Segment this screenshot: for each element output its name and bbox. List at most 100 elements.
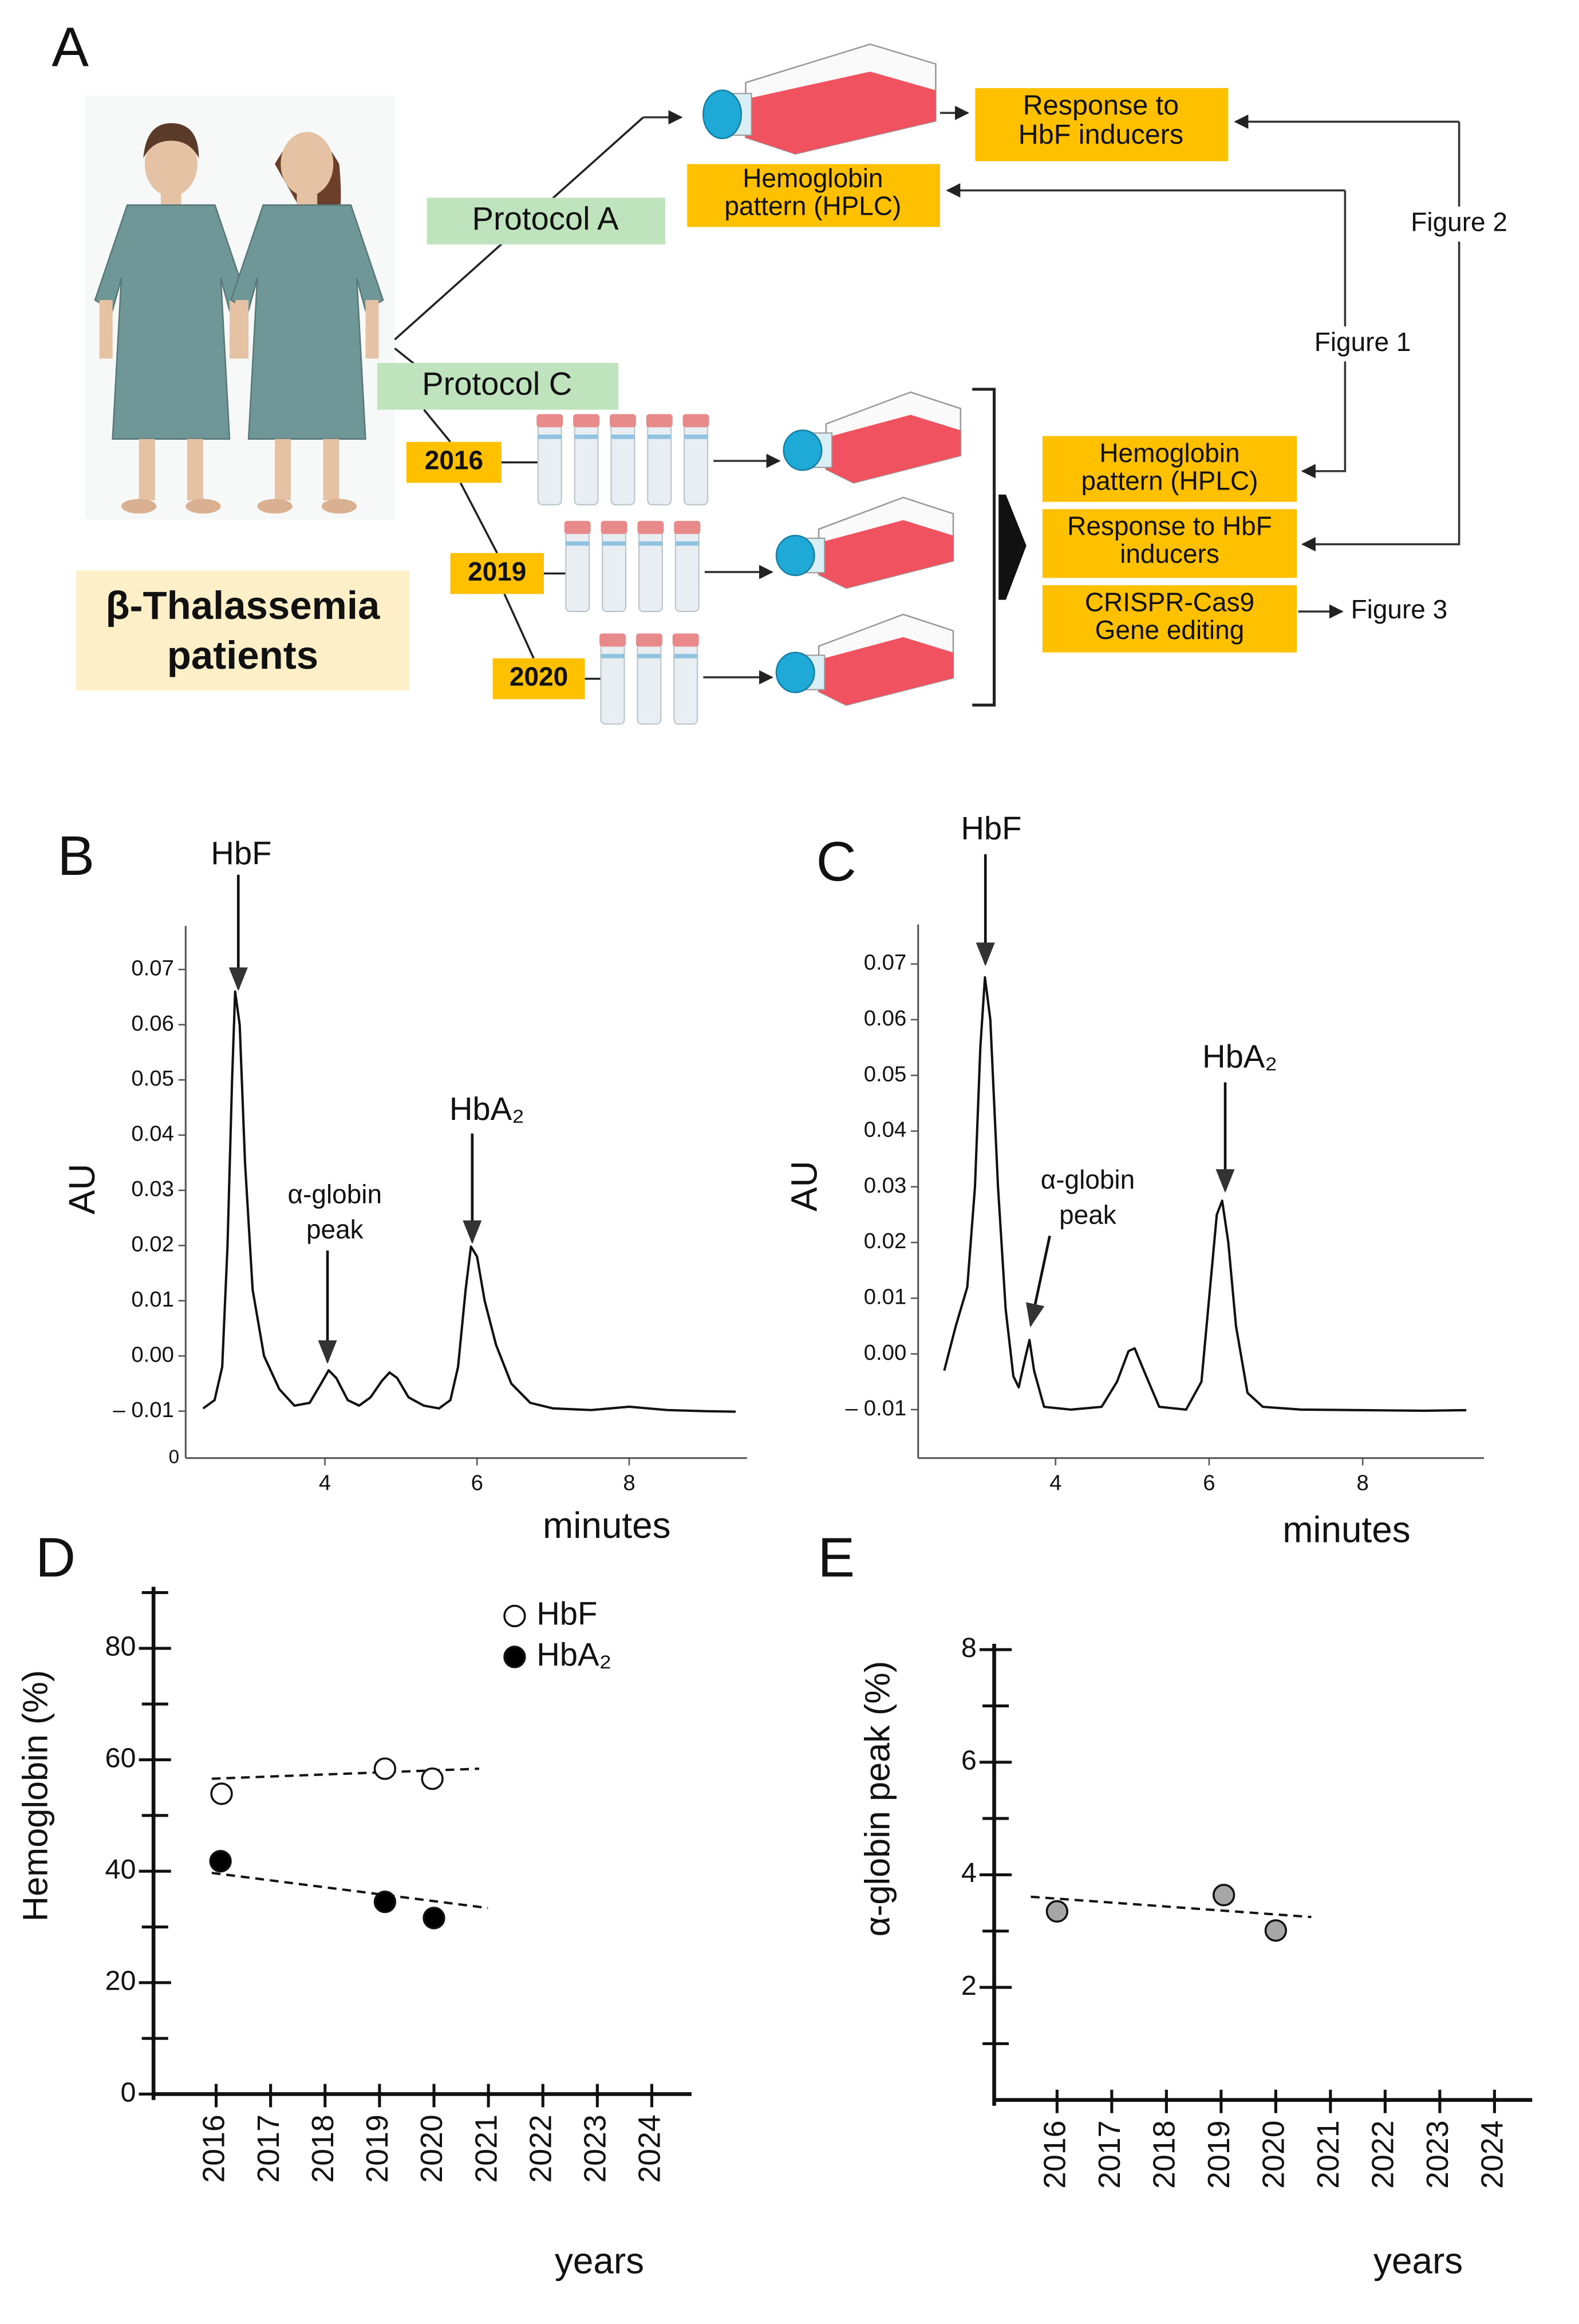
protocol-box — [427, 198, 665, 245]
x-tick-label: 2018 — [306, 2114, 340, 2183]
connector — [459, 482, 498, 554]
x-axis-label: years — [1373, 2240, 1463, 2282]
arrow — [1301, 121, 1460, 552]
y-tick-label: 80 — [105, 1631, 136, 1662]
y-tick-label: 0.02 — [131, 1232, 174, 1257]
leg — [139, 439, 155, 500]
x-tick-label: 4 — [319, 1471, 331, 1496]
y-tick-label: 0.06 — [131, 1011, 174, 1036]
box-label: pattern (HPLC) — [724, 191, 901, 220]
data-point — [210, 1782, 233, 1805]
x-tick-label: 6 — [1203, 1471, 1215, 1496]
y-tick-label: 0.03 — [131, 1177, 174, 1201]
flask-medium — [745, 72, 936, 154]
y-tick-label: 4 — [961, 1857, 977, 1888]
box-label: pattern (HPLC) — [1081, 465, 1258, 495]
figure-ref: Figure 1 — [1314, 327, 1411, 357]
tube-band — [684, 435, 708, 439]
x-tick-label: 2017 — [251, 2114, 286, 2183]
arm — [235, 300, 249, 359]
tube-band — [538, 435, 562, 439]
panel-label: A — [52, 16, 89, 78]
legend-label: HbF — [536, 1595, 597, 1631]
panel-label: B — [57, 824, 94, 887]
y-tick-label: 0.04 — [864, 1118, 907, 1142]
x-tick-label: 2023 — [1420, 2120, 1455, 2188]
year-box — [406, 441, 502, 483]
data-point — [1045, 1900, 1069, 1923]
annotation: peak — [1059, 1200, 1117, 1229]
panel-label: D — [35, 1526, 76, 1589]
flask-medium — [819, 520, 954, 589]
tube-cap — [599, 633, 626, 647]
corner-label: 0 — [169, 1446, 179, 1467]
tube-cap — [682, 414, 709, 428]
box-label: Hemoglobin — [1099, 438, 1239, 468]
culture-flask — [702, 43, 937, 155]
legend-marker — [503, 1604, 526, 1628]
flask-cap — [702, 89, 743, 140]
flask-cap — [775, 652, 815, 693]
flask-medium — [826, 415, 961, 483]
y-tick-label: 0.01 — [864, 1285, 907, 1309]
x-tick-label: 2016 — [197, 2114, 231, 2183]
figure-ref: Figure 3 — [1351, 594, 1448, 624]
data-point — [423, 1907, 445, 1930]
box-label: Hemoglobin — [743, 163, 883, 193]
tube-band — [602, 541, 626, 546]
year-label: 2019 — [468, 557, 526, 586]
big-arrow — [998, 494, 1027, 600]
y-axis-label: AU — [784, 1161, 825, 1212]
x-tick-label: 2021 — [1311, 2120, 1345, 2188]
tube-band — [674, 654, 698, 658]
year-label: 2020 — [510, 662, 568, 692]
y-axis-label: Hemoglobin (%) — [16, 1670, 55, 1921]
culture-flask — [775, 496, 954, 589]
y-axis-label: AU — [61, 1163, 102, 1214]
tube-cap — [536, 414, 563, 428]
culture-flask — [783, 391, 962, 484]
arm — [365, 300, 379, 359]
tube-band — [675, 541, 699, 546]
label-bg — [1403, 206, 1515, 242]
foot — [121, 499, 157, 514]
box-label: Response to — [1023, 90, 1179, 121]
tube-cap — [674, 520, 701, 534]
x-tick-label: 2024 — [633, 2114, 667, 2183]
patient-figure — [230, 132, 384, 514]
data-point — [373, 1891, 397, 1913]
data-point — [1212, 1884, 1235, 1907]
x-tick-label: 2019 — [360, 2114, 394, 2183]
tube-cap — [672, 633, 699, 647]
x-tick-label: 2019 — [1202, 2120, 1236, 2188]
result-box — [687, 164, 941, 227]
year-box — [492, 658, 585, 700]
annotation: α-globin — [288, 1179, 382, 1209]
x-tick-label: 2016 — [1038, 2120, 1072, 2188]
foot — [185, 499, 221, 514]
tube-band — [648, 435, 672, 439]
figure-ref: Figure 2 — [1411, 207, 1507, 236]
connector — [503, 593, 535, 659]
tube-band — [566, 541, 590, 546]
head — [281, 132, 334, 196]
annotation: HbF — [961, 810, 1021, 846]
foot — [321, 499, 357, 514]
panel-label: E — [818, 1526, 855, 1589]
y-tick-label: 0.02 — [864, 1229, 907, 1253]
result-box — [1042, 585, 1297, 653]
chromatogram-trace — [943, 976, 1467, 1412]
data-point — [1264, 1919, 1288, 1942]
tube-cap — [609, 414, 636, 428]
tube-cap — [646, 414, 673, 428]
culture-flask — [775, 613, 954, 706]
tube-cap — [573, 414, 600, 428]
result-box — [1042, 509, 1297, 578]
y-tick-label: 0 — [121, 2077, 136, 2108]
patients-label: patients — [167, 633, 318, 677]
data-point — [421, 1767, 444, 1790]
annotation-arrow — [1025, 1235, 1051, 1328]
protocol-box — [377, 362, 619, 410]
result-box — [1042, 436, 1297, 502]
flask-medium — [819, 637, 954, 705]
